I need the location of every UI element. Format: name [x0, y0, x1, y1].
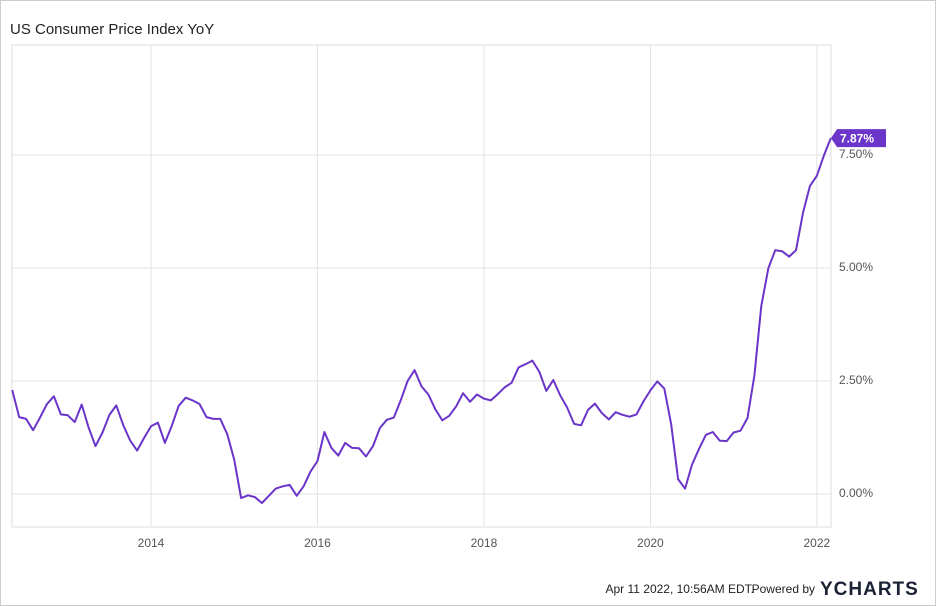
y-tick-label: 2.50%: [839, 373, 873, 387]
x-tick-label: 2016: [304, 536, 331, 550]
timestamp: Apr 11 2022, 10:56AM EDT.: [605, 582, 754, 596]
x-tick-label: 2020: [637, 536, 664, 550]
chart-title: US Consumer Price Index YoY: [10, 21, 214, 38]
series-line: [11, 137, 832, 504]
plot-area: [11, 44, 832, 528]
y-tick-label: 7.50%: [839, 147, 873, 161]
x-tick-label: 2018: [471, 536, 498, 550]
end-badge: [831, 129, 886, 148]
x-tick-label: 2022: [803, 536, 830, 550]
y-tick-label: 0.00%: [839, 486, 873, 500]
brand-logo: YCHARTS: [820, 579, 919, 600]
end-label: 7.87%: [840, 131, 874, 145]
x-tick-label: 2014: [138, 536, 165, 550]
y-tick-label: 5.00%: [839, 260, 873, 274]
powered-by: Powered by: [752, 582, 815, 596]
